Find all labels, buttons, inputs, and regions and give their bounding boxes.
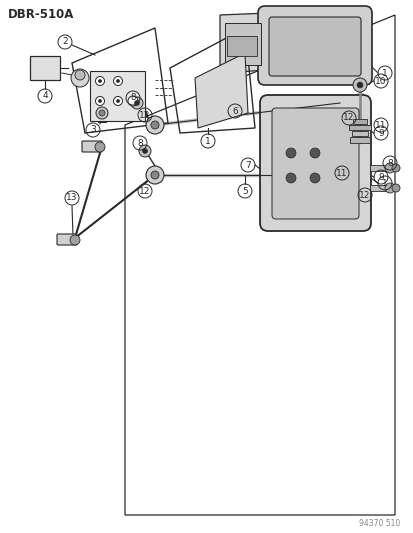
Text: 1: 1 [204, 136, 210, 146]
Circle shape [309, 148, 319, 158]
Text: 3: 3 [90, 125, 96, 134]
Text: 5: 5 [242, 187, 247, 196]
Text: 11: 11 [374, 120, 386, 130]
Circle shape [113, 96, 122, 106]
FancyBboxPatch shape [82, 141, 102, 152]
Circle shape [285, 148, 295, 158]
Circle shape [391, 184, 399, 192]
FancyBboxPatch shape [271, 108, 358, 219]
Circle shape [356, 82, 362, 88]
FancyBboxPatch shape [349, 137, 369, 143]
Circle shape [98, 100, 101, 102]
Text: 7: 7 [244, 160, 250, 169]
Text: DBR-510A: DBR-510A [8, 8, 74, 21]
Text: 13: 13 [66, 193, 78, 203]
Text: 8: 8 [137, 139, 142, 148]
FancyBboxPatch shape [57, 234, 77, 245]
FancyBboxPatch shape [226, 36, 256, 56]
FancyBboxPatch shape [224, 23, 260, 65]
FancyBboxPatch shape [90, 71, 145, 121]
Text: 6: 6 [232, 107, 237, 116]
FancyBboxPatch shape [257, 6, 371, 85]
Circle shape [384, 183, 394, 193]
Text: 11: 11 [335, 168, 347, 177]
Circle shape [116, 100, 119, 102]
Circle shape [142, 149, 147, 154]
Circle shape [151, 171, 159, 179]
Circle shape [391, 164, 399, 172]
Circle shape [146, 166, 164, 184]
Text: 10: 10 [374, 77, 386, 85]
Circle shape [71, 69, 89, 87]
Circle shape [116, 79, 119, 83]
Circle shape [95, 142, 105, 152]
Text: 2: 2 [62, 37, 68, 46]
FancyBboxPatch shape [351, 131, 367, 136]
Polygon shape [195, 53, 247, 128]
Text: 8: 8 [130, 93, 135, 102]
Polygon shape [342, 151, 357, 217]
Circle shape [75, 70, 85, 80]
Circle shape [134, 101, 139, 106]
Text: 12: 12 [139, 110, 150, 119]
Text: 4: 4 [42, 92, 47, 101]
Circle shape [139, 145, 151, 157]
Text: 94370 510: 94370 510 [358, 519, 399, 528]
FancyBboxPatch shape [348, 125, 370, 130]
Circle shape [384, 163, 394, 173]
Circle shape [309, 173, 319, 183]
Text: 1: 1 [381, 69, 387, 77]
Text: 12: 12 [358, 190, 370, 199]
Text: 9: 9 [377, 128, 383, 138]
Circle shape [352, 78, 366, 92]
Circle shape [131, 97, 142, 109]
Text: 12: 12 [139, 187, 150, 196]
Polygon shape [219, 13, 267, 73]
Text: 12: 12 [342, 114, 354, 123]
FancyBboxPatch shape [268, 17, 360, 76]
Text: 8: 8 [386, 158, 392, 167]
Circle shape [95, 96, 104, 106]
FancyBboxPatch shape [30, 56, 60, 80]
FancyBboxPatch shape [369, 165, 385, 171]
FancyBboxPatch shape [259, 95, 370, 231]
Circle shape [96, 107, 108, 119]
FancyBboxPatch shape [352, 119, 366, 124]
Circle shape [128, 96, 138, 106]
Circle shape [99, 110, 105, 116]
Circle shape [113, 77, 122, 85]
Circle shape [98, 79, 101, 83]
Circle shape [285, 173, 295, 183]
Circle shape [151, 121, 159, 129]
Circle shape [146, 116, 164, 134]
Text: 1: 1 [381, 179, 387, 188]
Circle shape [70, 235, 80, 245]
FancyBboxPatch shape [369, 185, 385, 191]
Polygon shape [339, 143, 364, 223]
Text: 9: 9 [377, 173, 383, 182]
Circle shape [95, 77, 104, 85]
